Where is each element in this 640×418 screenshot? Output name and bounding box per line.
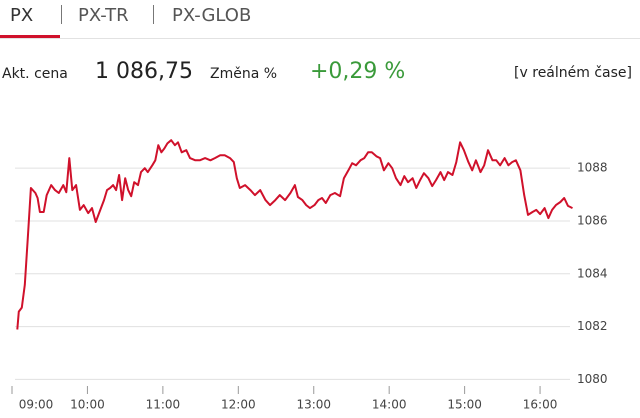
y-tick-label: 1088 (577, 161, 608, 175)
x-tick-label: 11:00 (146, 398, 181, 412)
x-tick-label: 14:00 (372, 398, 407, 412)
price: 1 086,75 (95, 59, 193, 84)
tab[interactable]: PX-GLOB (172, 5, 251, 26)
price-line (16, 139, 573, 330)
y-tick-label: 1080 (577, 372, 608, 386)
y-tick-label: 1086 (577, 213, 608, 227)
active-tab-underline (0, 35, 60, 38)
realtime-note: [v reálném čase] (514, 65, 632, 81)
x-tick-label: 12:00 (221, 398, 256, 412)
x-tick-label: 10:00 (70, 398, 105, 412)
tab[interactable]: PX (10, 5, 33, 26)
y-tick-label: 1084 (577, 266, 608, 280)
x-tick-label: 09:00 (19, 398, 54, 412)
tab[interactable]: PX-TR (78, 5, 129, 26)
x-tick-label: 16:00 (523, 398, 558, 412)
price-label: Akt. cena (2, 66, 68, 82)
chart: 1080 1082 1084 1086 1088 09:00 10:00 11:00 12:00… (11, 139, 608, 412)
y-tick-label: 1082 (577, 319, 608, 333)
change-label: Změna % (210, 66, 277, 82)
change: +0,29 % (310, 59, 405, 84)
x-tick-label: 13:00 (296, 398, 331, 412)
x-tick-label: 15:00 (447, 398, 482, 412)
